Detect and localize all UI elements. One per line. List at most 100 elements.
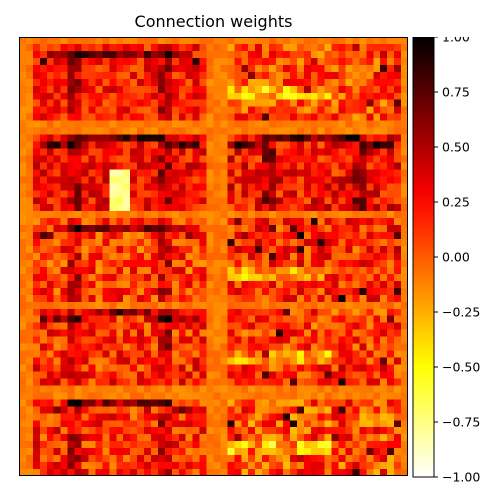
heatmap-cell	[123, 315, 131, 324]
heatmap-cell	[310, 218, 319, 226]
heatmap-cell	[241, 434, 249, 442]
heatmap-cell	[359, 434, 367, 442]
heatmap-cell	[144, 469, 152, 476]
heatmap-cell	[130, 406, 138, 414]
heatmap-cell	[373, 141, 381, 150]
heatmap-cell	[150, 225, 159, 233]
heatmap-cell	[373, 183, 381, 191]
heatmap-cell	[394, 246, 402, 254]
heatmap-cell	[130, 350, 138, 359]
heatmap-cell	[102, 37, 110, 45]
heatmap-cell	[394, 99, 402, 108]
heatmap-cell	[178, 99, 187, 108]
heatmap-cell	[150, 357, 159, 366]
heatmap-cell	[373, 204, 381, 212]
heatmap-cell	[213, 406, 222, 414]
heatmap-cell	[144, 225, 152, 233]
heatmap-cell	[25, 141, 34, 150]
heatmap-cell	[227, 322, 235, 331]
heatmap-cell	[241, 259, 249, 268]
heatmap-cell	[234, 43, 242, 52]
heatmap-cell	[213, 169, 222, 177]
heatmap-cell	[366, 120, 374, 129]
heatmap-cell	[123, 85, 131, 94]
heatmap-cell	[310, 371, 319, 380]
heatmap-cell	[150, 106, 159, 115]
heatmap-cell	[53, 462, 62, 470]
heatmap-cell	[67, 294, 76, 303]
heatmap-cell	[394, 155, 402, 164]
heatmap-cell	[39, 336, 48, 345]
heatmap-cell	[46, 371, 55, 380]
heatmap-cell	[317, 392, 326, 400]
heatmap-cell	[401, 99, 408, 108]
heatmap-cell	[317, 190, 326, 198]
heatmap-cell	[310, 378, 319, 387]
heatmap-cell	[401, 85, 408, 94]
heatmap-cell	[373, 420, 381, 428]
heatmap-cell	[331, 141, 340, 150]
heatmap-cell	[185, 329, 194, 338]
heatmap-cell	[352, 148, 360, 157]
heatmap-cell	[88, 336, 97, 345]
heatmap-cell	[164, 406, 173, 414]
heatmap-cell	[109, 197, 117, 205]
heatmap-cell	[39, 413, 48, 421]
heatmap-cell	[269, 106, 277, 115]
heatmap-cell	[39, 322, 48, 331]
heatmap-cell	[199, 294, 208, 303]
heatmap-cell	[269, 336, 277, 345]
heatmap-cell	[303, 371, 312, 380]
heatmap-cell	[255, 204, 263, 212]
heatmap-cell	[296, 246, 305, 254]
heatmap-cell	[60, 127, 69, 136]
heatmap-cell	[289, 448, 298, 456]
heatmap-cell	[296, 322, 305, 331]
heatmap-cell	[373, 259, 381, 268]
heatmap-cell	[185, 106, 194, 115]
heatmap-cell	[255, 371, 263, 380]
heatmap-cell	[102, 441, 110, 449]
heatmap-cell	[276, 232, 284, 240]
heatmap-cell	[324, 301, 333, 310]
heatmap-cell	[345, 315, 354, 324]
heatmap-cell	[366, 406, 374, 414]
heatmap-cell	[95, 204, 103, 212]
heatmap-cell	[192, 78, 201, 87]
heatmap-cell	[282, 113, 291, 122]
heatmap-cell	[276, 253, 284, 261]
heatmap-cell	[366, 441, 374, 449]
heatmap-cell	[276, 280, 284, 289]
heatmap-cell	[53, 169, 62, 177]
heatmap-cell	[102, 273, 110, 282]
heatmap-cell	[352, 239, 360, 247]
heatmap-cell	[102, 162, 110, 170]
heatmap-cell	[137, 190, 145, 198]
heatmap-cell	[380, 169, 388, 177]
heatmap-cell	[32, 218, 41, 226]
heatmap-cell	[373, 434, 381, 442]
heatmap-cell	[352, 301, 360, 310]
heatmap-cell	[269, 120, 277, 129]
heatmap-cell	[192, 364, 201, 373]
heatmap-cell	[289, 85, 298, 94]
heatmap-cell	[269, 420, 277, 428]
heatmap-cell	[234, 329, 242, 338]
heatmap-cell	[19, 57, 27, 66]
heatmap-cell	[95, 155, 103, 164]
heatmap-cell	[95, 211, 103, 219]
heatmap-cell	[185, 308, 194, 317]
heatmap-cell	[373, 176, 381, 184]
heatmap-cell	[262, 246, 270, 254]
heatmap-cell	[102, 92, 110, 101]
heatmap-cell	[394, 141, 402, 150]
heatmap-cell	[331, 420, 340, 428]
heatmap-cell	[53, 57, 62, 66]
heatmap-cell	[310, 315, 319, 324]
heatmap-cell	[123, 259, 131, 268]
heatmap-cell	[255, 294, 263, 303]
heatmap-cell	[192, 280, 201, 289]
heatmap-cell	[25, 64, 34, 73]
heatmap-cell	[199, 106, 208, 115]
heatmap-cell	[345, 141, 354, 150]
